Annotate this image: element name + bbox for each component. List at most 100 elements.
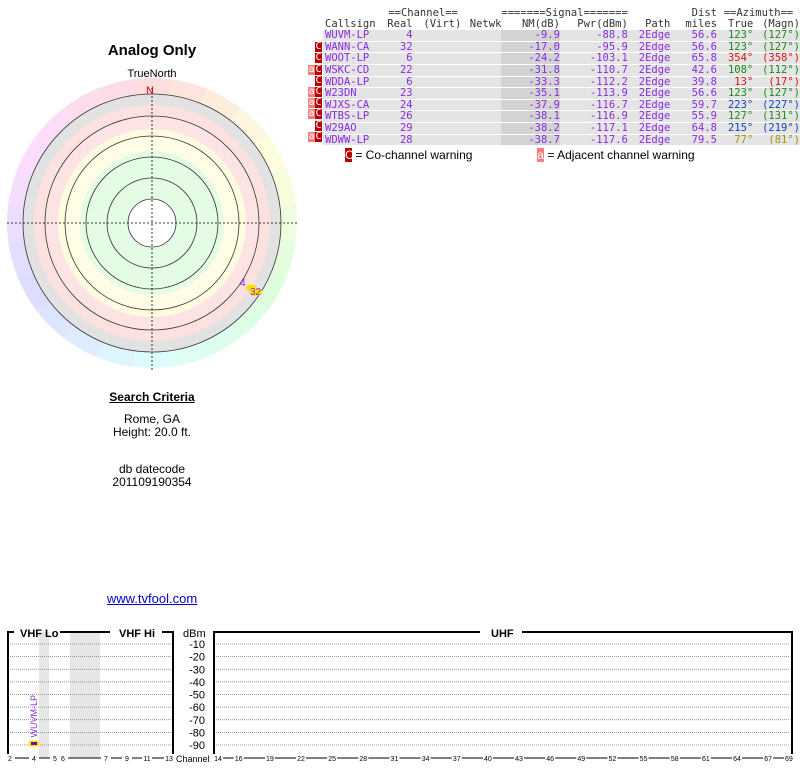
cell-path: 2Edge (627, 110, 671, 123)
channel-tick: 55 (640, 756, 648, 763)
y-tick-label: -10 (189, 639, 205, 651)
cell-nm: -38.7 (501, 133, 560, 146)
table-row[interactable]: W29AO 29 -38.2 -117.1 2Edge 64.8 215° (219°) (323, 121, 800, 135)
warning-badges: aC (307, 64, 322, 75)
cell-magn: (227°) (753, 98, 800, 111)
table-row[interactable]: WSKC-CD 22 -31.8 -110.7 2Edge 42.6 108° (112°) (323, 63, 800, 77)
table-row[interactable]: WDWW-LP 28 -38.7 -117.6 2Edge 79.5 77° (81°) (323, 133, 800, 146)
cell-virt (412, 98, 462, 111)
cell-real: 24 (384, 98, 413, 111)
station-marker (250, 288, 262, 296)
cell-real: 26 (384, 110, 413, 123)
table-row[interactable]: WTBS-LP 26 -38.1 -116.9 2Edge 55.9 127° (131°) (323, 110, 800, 123)
cell-magn: (127°) (753, 29, 800, 42)
adjacent-channel-badge: a (308, 108, 315, 120)
group-channel: ==Channel== (388, 7, 458, 19)
table-row[interactable]: WUVM-LP 4 -9.9 -88.8 2Edge 56.6 123° (127°) (323, 29, 800, 42)
channel-tick: 49 (577, 756, 585, 763)
group-dist: Dist (691, 7, 717, 19)
cell-callsign: W23DN (323, 87, 385, 100)
cell-real: 6 (384, 75, 413, 88)
cell-dist: 56.6 (670, 87, 717, 100)
cell-callsign: WOOT-LP (323, 52, 385, 65)
cell-magn: (81°) (753, 133, 800, 146)
co-channel-text: = Co-channel warning (355, 148, 473, 162)
signal-bar[interactable] (31, 741, 37, 745)
cell-real: 32 (384, 40, 413, 53)
channel-tick: 13 (165, 756, 173, 763)
cell-path: 2Edge (627, 52, 671, 65)
warning-badges: aC (307, 131, 322, 142)
table-row[interactable]: WANN-CA 32 -17.0 -95.9 2Edge 56.6 123° (127°) (323, 40, 800, 53)
cell-netwk (461, 75, 502, 88)
cell-pwr: -116.9 (559, 110, 628, 123)
cell-callsign: WDDA-LP (323, 75, 385, 88)
table-row[interactable]: WDDA-LP 6 -33.3 -112.2 2Edge 39.8 13° (17°) (323, 75, 800, 88)
cell-magn: (112°) (753, 63, 800, 77)
cell-pwr: -112.2 (559, 75, 628, 88)
cell-path: 2Edge (627, 75, 671, 88)
column-header: (Virt) (423, 17, 462, 30)
adjacent-channel-badge: a (308, 86, 315, 97)
vhf-hi-label: VHF Hi (119, 628, 155, 640)
bar-label: WUVM-LP (29, 695, 39, 738)
table-row[interactable]: W23DN 23 -35.1 -113.9 2Edge 56.6 123° (127°) (323, 87, 800, 100)
channel-tick: 14 (214, 756, 222, 763)
cell-true: 127° (716, 110, 754, 123)
cell-magn: (127°) (753, 87, 800, 100)
channel-tick: 22 (297, 756, 305, 763)
cell-true: 123° (716, 87, 754, 100)
y-tick-label: -70 (189, 715, 205, 727)
x-axis-label: Channel (176, 754, 210, 764)
cell-real: 4 (384, 29, 413, 42)
cell-path: 2Edge (627, 87, 671, 100)
channel-tick: 46 (546, 756, 554, 763)
tvfool-link[interactable]: www.tvfool.com (106, 591, 198, 606)
cell-true: 354° (716, 52, 754, 65)
channel-tick: 25 (328, 756, 336, 763)
cell-path: 2Edge (627, 133, 671, 146)
cell-dist: 39.8 (670, 75, 717, 88)
search-criteria-heading: Search Criteria (109, 390, 195, 404)
table-row[interactable]: WJXS-CA 24 -37.9 -116.7 2Edge 59.7 223° (227°) (323, 98, 800, 111)
cell-callsign: WJXS-CA (323, 98, 385, 111)
channel-tick: 37 (453, 756, 461, 763)
cell-pwr: -113.9 (559, 87, 628, 100)
channel-tick: 31 (391, 756, 399, 763)
cell-netwk (461, 98, 502, 111)
cell-dist: 56.6 (670, 40, 717, 53)
channel-tick: 34 (422, 756, 430, 763)
cell-magn: (358°) (753, 52, 800, 65)
cell-callsign: WSKC-CD (323, 63, 385, 77)
column-header: Callsign (325, 17, 376, 30)
cell-dist: 59.7 (670, 98, 717, 111)
warning-legend: C = Co-channel warning a = Adjacent chan… (345, 148, 695, 162)
cell-real: 23 (384, 87, 413, 100)
cell-pwr: -117.6 (559, 133, 628, 146)
cell-dist: 56.6 (670, 29, 717, 42)
vhf-lo-label: VHF Lo (20, 628, 59, 640)
cell-dist: 55.9 (670, 110, 717, 123)
channel-tick: 69 (785, 756, 793, 763)
channel-tick: 61 (702, 756, 710, 763)
cell-netwk (461, 121, 502, 135)
co-channel-badge: C (315, 119, 322, 131)
true-north-label: TrueNorth (127, 68, 177, 80)
column-header: True (727, 17, 754, 30)
cell-netwk (461, 63, 502, 77)
y-tick-label: -50 (189, 690, 205, 702)
cell-path: 2Edge (627, 98, 671, 111)
column-header: (Magn) (762, 17, 800, 30)
cell-netwk (461, 133, 502, 146)
warning-badges: aC (307, 98, 322, 109)
group-azimuth: ==Azimuth== (723, 7, 794, 19)
table-row[interactable]: WOOT-LP 6 -24.2 -103.1 2Edge 65.8 354° (358°) (323, 52, 800, 65)
cell-netwk (461, 52, 502, 65)
column-header: Pwr(dBm) (577, 17, 628, 30)
y-tick-label: -80 (189, 727, 205, 739)
adjacent-channel-badge: a (537, 148, 545, 162)
cell-true: 215° (716, 121, 754, 135)
channel-tick: 43 (515, 756, 523, 763)
cell-virt (412, 121, 462, 135)
cell-netwk (461, 110, 502, 123)
